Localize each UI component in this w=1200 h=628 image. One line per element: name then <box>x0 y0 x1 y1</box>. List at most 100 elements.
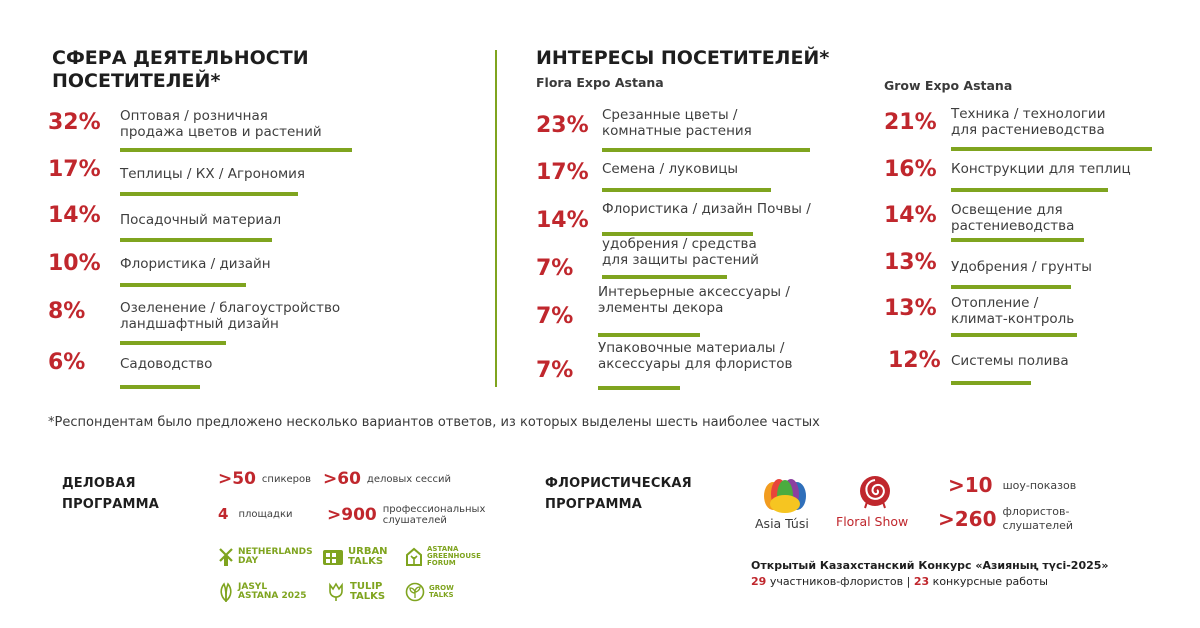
percent-bar <box>951 188 1108 192</box>
contest-title: Открытый Казахстанский Конкурс «Азияның … <box>751 559 1109 572</box>
category-label: Садоводство <box>120 356 213 372</box>
logo-text: GROW TALKS <box>429 584 454 599</box>
category-label: Конструкции для теплиц <box>951 161 1131 177</box>
percent-bar <box>602 188 771 192</box>
contest-works-count: 23 <box>913 575 930 588</box>
category-label: Удобрения / грунты <box>951 259 1092 275</box>
category-label: Семена / луковицы <box>602 161 739 177</box>
percent-bar <box>120 283 246 287</box>
stat-value: 4 <box>218 505 229 523</box>
logo-astana-greenhouse-forum: ASTANA GREENHOUSE FORUM <box>405 546 481 567</box>
percent-value: 14% <box>884 203 937 228</box>
category-label: Флористика / дизайн <box>120 256 271 272</box>
percent-value: 13% <box>884 250 937 275</box>
stat-label: спикеров <box>261 473 311 485</box>
windmill-icon <box>219 548 233 566</box>
percent-value: 8% <box>48 299 86 324</box>
percent-bar <box>602 148 810 152</box>
percent-bar <box>951 238 1084 242</box>
category-label: Интерьерные аксессуары / элементы декора <box>598 284 790 316</box>
category-label: Озеленение / благоустройство ландшафтный… <box>120 300 341 332</box>
stat-venues: 4 площадки <box>218 505 293 523</box>
logo-grow-talks: GROW TALKS <box>405 582 454 602</box>
stat-florists: >260 флористов- слушателей <box>938 505 1073 533</box>
stat-label: деловых сессий <box>366 473 452 485</box>
percent-value: 6% <box>48 350 86 375</box>
logo-text: URBAN TALKS <box>348 546 388 567</box>
percent-bar <box>602 275 727 279</box>
percent-value: 13% <box>884 296 937 321</box>
contest-details: 29 участников-флористов | 23 конкурсные … <box>751 575 1048 588</box>
percent-value: 16% <box>884 157 937 182</box>
category-label: Посадочный материал <box>120 212 282 228</box>
percent-value: 14% <box>536 208 589 233</box>
stat-value: >900 <box>327 505 377 525</box>
stat-sessions: >60 деловых сессий <box>323 469 451 489</box>
stat-label: шоу-показов <box>1002 478 1077 492</box>
percent-bar <box>120 385 200 389</box>
category-label: Системы полива <box>951 353 1069 369</box>
category-label: Теплицы / КХ / Агрономия <box>120 166 306 182</box>
asia-tusi-logo: Asia Túsi <box>755 474 815 534</box>
percent-bar <box>120 238 272 242</box>
leaves-icon <box>220 582 232 602</box>
percent-value: 17% <box>536 160 589 185</box>
contest-participants-label: участников-флористов | <box>769 575 911 588</box>
percent-value: 7% <box>536 256 574 281</box>
floral-show-logo: Floral Show <box>836 474 922 534</box>
greenhouse-icon <box>406 547 422 566</box>
logo-urban-talks: URBAN TALKS <box>322 547 388 567</box>
stat-value: >50 <box>218 469 256 489</box>
percent-value: 21% <box>884 110 937 135</box>
percent-bar <box>951 381 1031 385</box>
percent-value: 7% <box>536 358 574 383</box>
percent-bar <box>598 386 680 390</box>
stat-shows: >10 шоу-показов <box>948 473 1076 497</box>
logo-netherlands-day: NETHERLANDS DAY <box>218 547 313 567</box>
percent-bar <box>120 341 226 345</box>
percent-bar <box>120 148 352 152</box>
lotus-icon <box>764 479 806 513</box>
contest-participants-count: 29 <box>751 575 767 588</box>
percent-bar <box>951 285 1071 289</box>
category-label: Срезанные цветы / комнатные растения <box>602 107 752 139</box>
category-label: Оптовая / розничная продажа цветов и рас… <box>120 108 322 140</box>
percent-bar <box>951 333 1077 337</box>
tulip-icon <box>329 582 343 601</box>
column-divider <box>495 50 497 387</box>
percent-bar <box>602 232 753 236</box>
logo-text: ASTANA GREENHOUSE FORUM <box>427 545 481 567</box>
building-icon <box>323 550 343 565</box>
stat-label: флористов- слушателей <box>1002 505 1074 532</box>
percent-value: 14% <box>48 203 101 228</box>
stat-label: профессиональных слушателей <box>382 504 486 526</box>
floral-show-label: Floral Show <box>836 514 909 529</box>
grow-subtitle: Grow Expo Astana <box>884 78 1013 93</box>
stat-speakers: >50 спикеров <box>218 469 311 489</box>
stat-value: >260 <box>938 507 997 531</box>
category-label: Техника / технологии для растениеводства <box>951 106 1106 138</box>
stat-value: >10 <box>948 473 993 497</box>
rose-icon <box>860 476 890 509</box>
percent-value: 23% <box>536 113 589 138</box>
flora-subtitle: Flora Expo Astana <box>536 75 664 90</box>
stat-label: площадки <box>238 508 293 520</box>
left-title: СФЕРА ДЕЯТЕЛЬНОСТИ ПОСЕТИТЕЛЕЙ* <box>52 47 309 92</box>
contest-works-label: конкурсные работы <box>932 575 1048 588</box>
logo-text: TULIP TALKS <box>350 581 386 602</box>
business-title: ДЕЛОВАЯ ПРОГРАММА <box>62 476 160 512</box>
logo-text: NETHERLANDS DAY <box>238 547 313 566</box>
asia-tusi-label: Asia Túsi <box>755 516 809 531</box>
percent-bar <box>598 333 700 337</box>
percent-value: 7% <box>536 304 574 329</box>
sprout-icon <box>405 582 425 602</box>
footnote: *Респондентам было предложено несколько … <box>48 415 820 430</box>
percent-value: 12% <box>888 348 941 373</box>
percent-value: 17% <box>48 157 101 182</box>
category-label: Отопление / климат-контроль <box>951 295 1075 327</box>
category-label: Освещение для растениеводства <box>951 202 1075 234</box>
stat-value: >60 <box>323 469 361 489</box>
logo-text: JASYL ASTANA 2025 <box>238 582 307 601</box>
category-label: удобрения / средства для защиты растений <box>602 236 759 268</box>
percent-value: 32% <box>48 110 101 135</box>
